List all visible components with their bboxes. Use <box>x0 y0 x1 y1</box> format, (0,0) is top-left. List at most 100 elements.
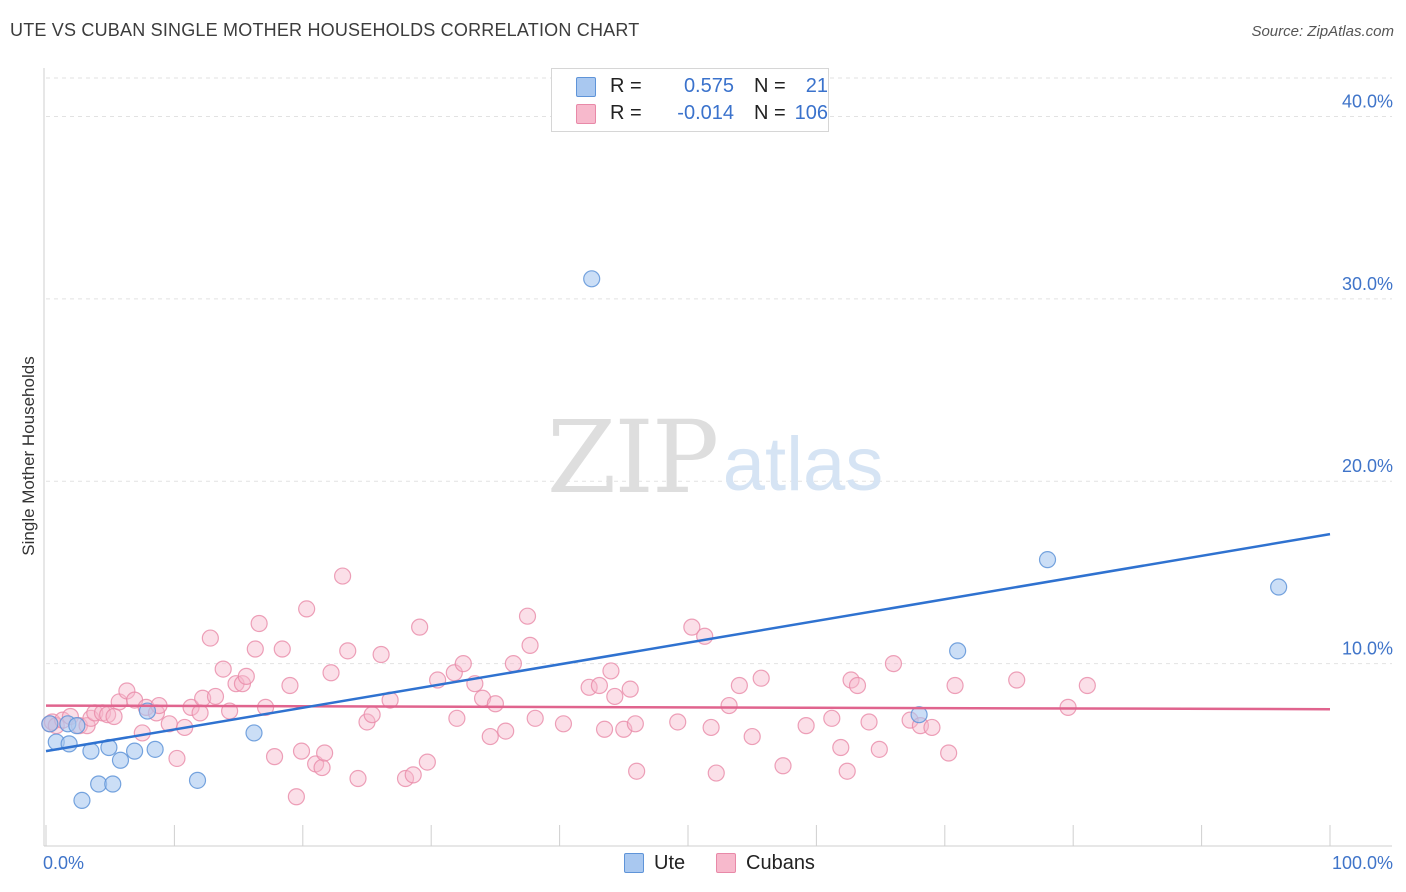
ute-point <box>104 775 122 793</box>
cuban-point <box>720 696 738 715</box>
cuban-point <box>363 706 381 724</box>
cuban-point <box>214 660 232 678</box>
cuban-point <box>237 667 255 685</box>
cuban-point <box>628 762 646 780</box>
cuban-point <box>201 629 219 647</box>
y-tick-label-20: 20.0% <box>1342 456 1393 476</box>
cubans-swatch <box>576 104 596 124</box>
cuban-point <box>404 766 422 784</box>
cuban-point <box>730 676 748 695</box>
cuban-point <box>774 757 792 775</box>
cuban-point <box>923 718 941 737</box>
cuban-point <box>707 764 725 782</box>
gridlines <box>46 77 1392 665</box>
watermark-atlas: atlas <box>723 422 884 507</box>
axis-labels: 10.0% 20.0% 30.0% 40.0% 0.0% 100.0% Single Mot… <box>19 91 1393 873</box>
cuban-point <box>411 618 429 636</box>
cuban-point <box>602 662 620 680</box>
series-legend: Ute Cubans <box>0 852 1406 876</box>
cuban-point <box>246 640 264 658</box>
ute-point <box>68 717 86 735</box>
axes <box>43 68 1392 847</box>
cuban-point <box>349 769 367 788</box>
ute-legend-label: Ute <box>654 852 686 874</box>
cuban-points <box>41 567 1096 806</box>
cuban-point <box>182 698 200 716</box>
ute-legend-swatch <box>624 853 644 873</box>
ute-point <box>949 642 967 660</box>
cuban-point <box>313 758 331 777</box>
cuban-point <box>832 738 850 757</box>
ute-point <box>910 706 928 724</box>
cuban-point <box>273 640 291 658</box>
cuban-point <box>292 742 311 760</box>
cuban-point <box>334 567 352 585</box>
y-tick-label-30: 30.0% <box>1342 274 1393 294</box>
cuban-point <box>870 740 888 758</box>
cuban-point <box>372 645 390 664</box>
ute-point <box>125 742 144 760</box>
ute-point <box>73 791 91 810</box>
cuban-point <box>1008 671 1026 689</box>
cubans-legend-label: Cubans <box>746 852 815 874</box>
ute-points <box>41 270 1288 810</box>
cuban-point <box>743 727 761 746</box>
y-axis-label: Single Mother Households <box>19 356 38 555</box>
cuban-point <box>486 695 504 713</box>
cuban-point <box>1078 676 1096 695</box>
ute-point <box>41 715 59 733</box>
ute-n-value: 21 <box>805 75 828 97</box>
cuban-point <box>445 664 463 682</box>
cuban-point <box>454 655 472 673</box>
cuban-point <box>838 762 856 780</box>
cuban-point <box>322 664 340 682</box>
y-tick-label-40: 40.0% <box>1342 91 1393 111</box>
cuban-point <box>518 607 537 625</box>
ute-swatch <box>576 77 596 97</box>
cuban-point <box>281 676 299 695</box>
cuban-point <box>669 713 687 731</box>
source-label: Source: ZipAtlas.com <box>1251 23 1394 40</box>
ute-point <box>188 771 207 789</box>
cuban-point <box>521 636 539 654</box>
cuban-point <box>683 618 701 636</box>
ute-point <box>146 740 164 758</box>
cuban-point <box>504 655 522 673</box>
cuban-point <box>797 717 815 735</box>
cuban-point <box>316 744 334 762</box>
cuban-point <box>848 676 867 695</box>
correlation-legend: R = 0.575 N = 21 R = -0.014 N = 106 <box>551 68 829 132</box>
cuban-point <box>621 680 639 698</box>
ute-r-value: 0.575 <box>683 75 734 97</box>
trend-lines <box>45 532 1331 753</box>
cubans-n-value: 106 <box>794 102 828 124</box>
cuban-point <box>884 655 903 673</box>
cubans-r-label: R = <box>610 102 642 124</box>
cuban-point <box>250 614 268 633</box>
x-tick-label-min: 0.0% <box>43 853 84 873</box>
cuban-point <box>946 676 964 695</box>
cuban-point <box>606 687 624 706</box>
cuban-point <box>554 715 573 733</box>
cuban-point <box>940 744 958 762</box>
cuban-point <box>481 727 499 746</box>
cuban-point <box>168 749 186 768</box>
ute-point <box>245 724 263 742</box>
cuban-point <box>595 720 614 738</box>
ute-trend-line <box>45 532 1331 753</box>
ute-r-label: R = <box>610 75 642 97</box>
cuban-point <box>298 600 316 618</box>
ute-n-label: N = <box>754 75 786 97</box>
cuban-point <box>339 642 357 660</box>
cuban-point <box>497 722 515 740</box>
cuban-point <box>626 715 644 733</box>
cuban-point <box>418 753 436 771</box>
cuban-point <box>860 713 878 731</box>
cuban-point <box>448 709 466 727</box>
ute-point <box>111 751 130 769</box>
cubans-legend-swatch <box>716 853 736 873</box>
cuban-point <box>265 748 284 766</box>
cuban-point <box>823 709 841 727</box>
ute-point <box>583 270 601 288</box>
